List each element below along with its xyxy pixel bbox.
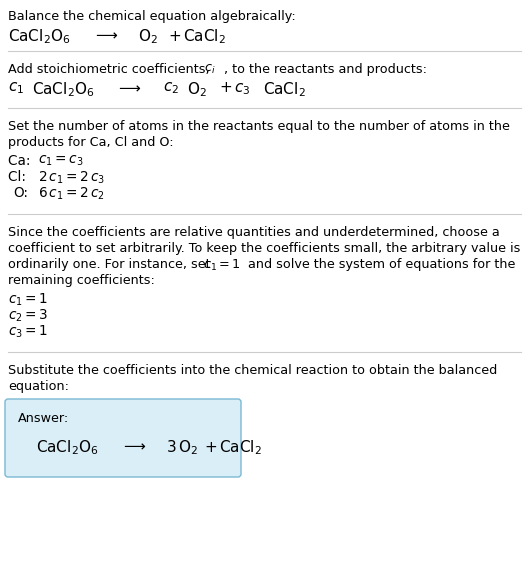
Text: $+\,c_3$: $+\,c_3$ bbox=[219, 80, 251, 97]
Text: $2\,c_1 = 2\,c_3$: $2\,c_1 = 2\,c_3$ bbox=[38, 170, 105, 187]
Text: Balance the chemical equation algebraically:: Balance the chemical equation algebraica… bbox=[8, 10, 296, 23]
Text: $\longrightarrow$: $\longrightarrow$ bbox=[121, 438, 147, 453]
Text: $c_1 = 1$: $c_1 = 1$ bbox=[203, 258, 241, 273]
Text: $c_3 = 1$: $c_3 = 1$ bbox=[8, 324, 48, 340]
Text: $\longrightarrow$: $\longrightarrow$ bbox=[116, 80, 142, 95]
Text: $\mathrm{CaCl_2O_6}$: $\mathrm{CaCl_2O_6}$ bbox=[32, 80, 95, 99]
Text: ordinarily one. For instance, set: ordinarily one. For instance, set bbox=[8, 258, 215, 271]
Text: products for Ca, Cl and O:: products for Ca, Cl and O: bbox=[8, 136, 174, 149]
Text: Ca:: Ca: bbox=[8, 154, 35, 168]
Text: remaining coefficients:: remaining coefficients: bbox=[8, 274, 155, 287]
Text: $c_i$: $c_i$ bbox=[204, 63, 215, 76]
Text: $+\,\mathrm{CaCl_2}$: $+\,\mathrm{CaCl_2}$ bbox=[204, 438, 262, 457]
Text: $c_2 = 3$: $c_2 = 3$ bbox=[8, 308, 48, 325]
Text: $c_1 = 1$: $c_1 = 1$ bbox=[8, 292, 48, 308]
FancyBboxPatch shape bbox=[5, 399, 241, 477]
Text: $\mathrm{CaCl_2O_6}$: $\mathrm{CaCl_2O_6}$ bbox=[8, 27, 70, 46]
Text: $c_1 = c_3$: $c_1 = c_3$ bbox=[38, 154, 84, 168]
Text: $\mathrm{CaCl_2}$: $\mathrm{CaCl_2}$ bbox=[263, 80, 306, 99]
Text: $c_2$: $c_2$ bbox=[163, 80, 179, 96]
Text: $3\,\mathrm{O_2}$: $3\,\mathrm{O_2}$ bbox=[166, 438, 198, 457]
Text: Cl:: Cl: bbox=[8, 170, 30, 184]
Text: $\mathrm{O_2}$: $\mathrm{O_2}$ bbox=[138, 27, 158, 46]
Text: $\longrightarrow$: $\longrightarrow$ bbox=[93, 27, 119, 42]
Text: O:: O: bbox=[13, 186, 28, 200]
Text: $+\,\mathrm{CaCl_2}$: $+\,\mathrm{CaCl_2}$ bbox=[168, 27, 226, 46]
Text: coefficient to set arbitrarily. To keep the coefficients small, the arbitrary va: coefficient to set arbitrarily. To keep … bbox=[8, 242, 521, 255]
Text: Substitute the coefficients into the chemical reaction to obtain the balanced: Substitute the coefficients into the che… bbox=[8, 364, 497, 377]
Text: $6\,c_1 = 2\,c_2$: $6\,c_1 = 2\,c_2$ bbox=[38, 186, 105, 203]
Text: Add stoichiometric coefficients,: Add stoichiometric coefficients, bbox=[8, 63, 214, 76]
Text: and solve the system of equations for the: and solve the system of equations for th… bbox=[244, 258, 515, 271]
Text: $c_1$: $c_1$ bbox=[8, 80, 24, 96]
Text: $\mathrm{CaCl_2O_6}$: $\mathrm{CaCl_2O_6}$ bbox=[36, 438, 98, 457]
Text: Since the coefficients are relative quantities and underdetermined, choose a: Since the coefficients are relative quan… bbox=[8, 226, 500, 239]
Text: Answer:: Answer: bbox=[18, 412, 69, 425]
Text: equation:: equation: bbox=[8, 380, 69, 393]
Text: $\mathrm{O_2}$: $\mathrm{O_2}$ bbox=[187, 80, 207, 99]
Text: , to the reactants and products:: , to the reactants and products: bbox=[224, 63, 427, 76]
Text: Set the number of atoms in the reactants equal to the number of atoms in the: Set the number of atoms in the reactants… bbox=[8, 120, 510, 133]
